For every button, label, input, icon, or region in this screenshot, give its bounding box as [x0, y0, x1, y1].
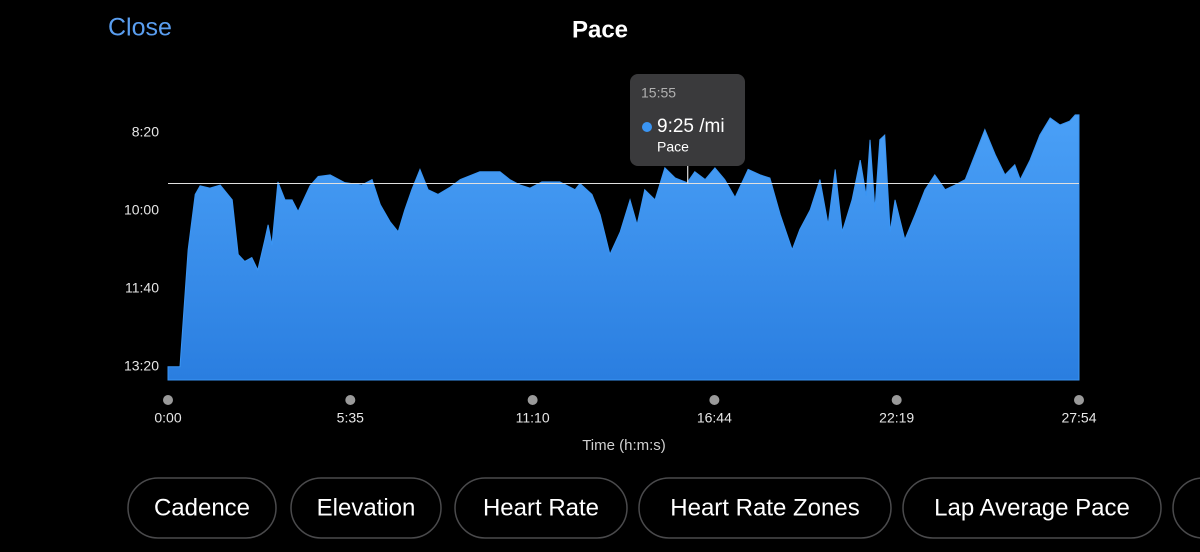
tooltip-time: 15:55 — [641, 85, 676, 101]
tooltip-value: 9:25 /mi — [657, 116, 725, 137]
x-tick-label: 22:19 — [879, 410, 914, 426]
x-tick-label: 27:54 — [1061, 410, 1096, 426]
chip-button[interactable] — [454, 477, 628, 539]
x-tick-dot — [709, 395, 720, 405]
y-tick-label: 8:20 — [132, 123, 159, 139]
plot: 8:20 10:00 11:40 13:20 0:00 5:35 11:10 16:44 22:… — [124, 74, 1097, 454]
y-tick-label: 13:20 — [124, 357, 159, 373]
button-partial[interactable] — [1172, 477, 1200, 539]
tooltip-series: Pace — [657, 139, 689, 155]
y-tick-label: 11:40 — [125, 279, 159, 295]
pace-area — [167, 114, 1080, 381]
chip-button[interactable] — [127, 477, 277, 539]
close-button[interactable]: Close — [108, 14, 172, 42]
chip-button[interactable] — [638, 477, 892, 539]
x-tick-label: 0:00 — [154, 410, 181, 426]
tooltip-dot — [642, 122, 652, 132]
chip-label[interactable]: Lap Average Pace — [934, 494, 1130, 521]
x-tick-dot — [891, 395, 902, 405]
x-tick-dot — [1074, 395, 1084, 405]
screen-title: Pace — [572, 16, 628, 43]
chip-label[interactable]: Cadence — [154, 494, 250, 521]
chip-button[interactable] — [290, 477, 442, 539]
y-tick-label: 10:00 — [124, 201, 159, 217]
chip-label[interactable]: Heart Rate Zones — [670, 494, 859, 521]
x-tick-label: 5:35 — [337, 410, 364, 426]
x-axis-label: Time (h:m:s) — [582, 437, 666, 454]
chip-button[interactable] — [902, 477, 1162, 539]
tooltip-box — [630, 74, 745, 166]
chip-label[interactable]: Heart Rate — [483, 494, 599, 521]
x-tick-dot — [163, 395, 173, 405]
chart-selector: Cadence Elevation Heart Rate Heart Rate Zon… — [127, 477, 1200, 539]
x-tick-dot — [345, 395, 356, 405]
x-tick-label: 16:44 — [697, 410, 732, 426]
chip-label[interactable]: Elevation — [317, 494, 416, 521]
x-tick-label: 11:10 — [516, 410, 550, 426]
x-tick-dot — [527, 395, 538, 405]
